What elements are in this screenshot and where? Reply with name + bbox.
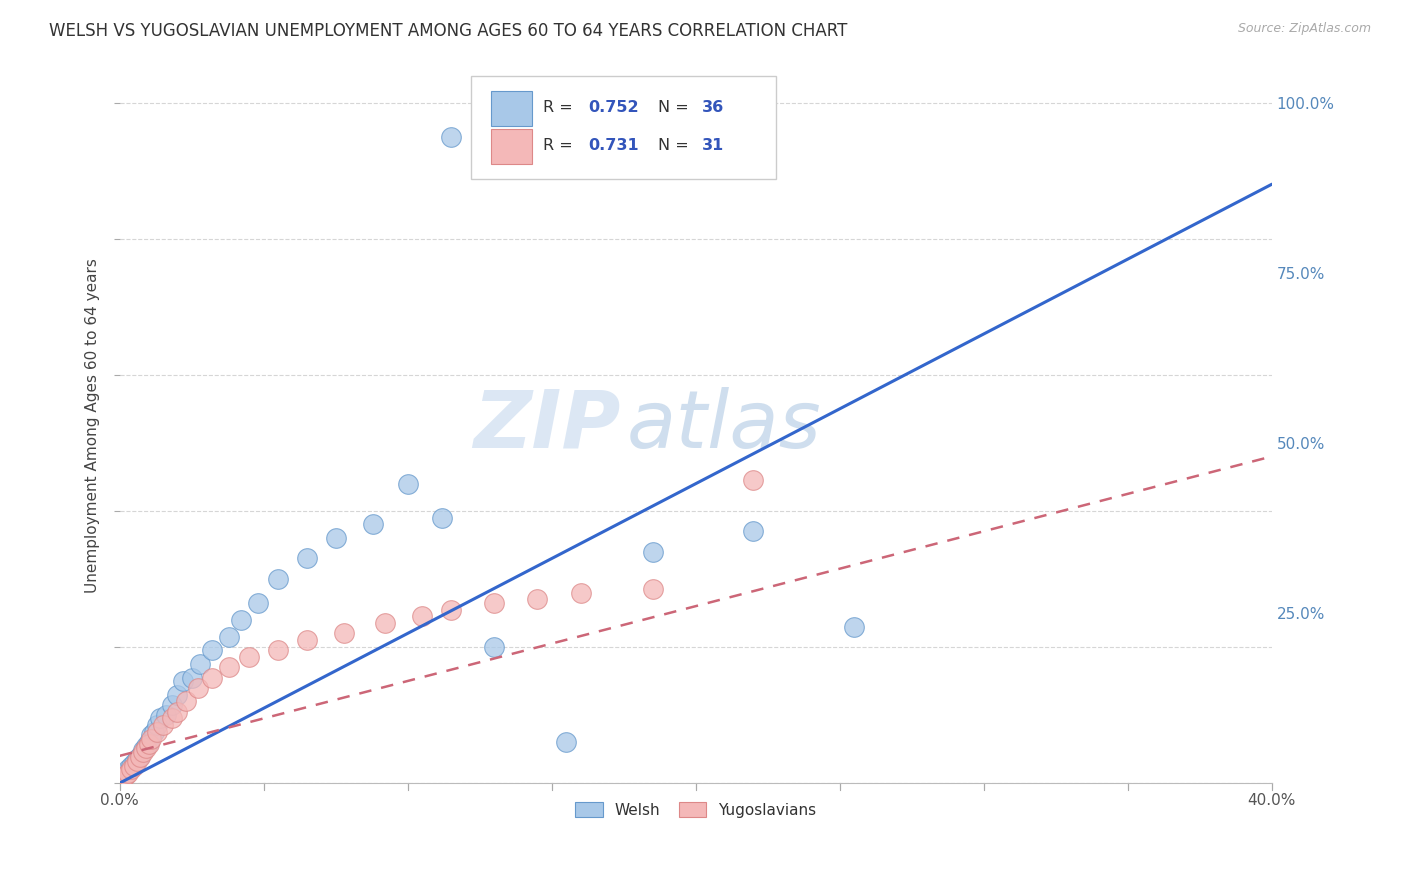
Text: R =: R = [543, 138, 572, 153]
Point [247, 596, 270, 610]
Point [125, 752, 148, 766]
Point [117, 765, 139, 780]
Point [267, 572, 290, 586]
Point [333, 626, 356, 640]
Point [641, 582, 664, 596]
Point [238, 650, 260, 665]
Text: WELSH VS YUGOSLAVIAN UNEMPLOYMENT AMONG AGES 60 TO 64 YEARS CORRELATION CHART: WELSH VS YUGOSLAVIAN UNEMPLOYMENT AMONG … [49, 22, 848, 40]
Text: N =: N = [658, 138, 689, 153]
Point [166, 705, 188, 719]
FancyBboxPatch shape [491, 129, 533, 163]
Point [120, 759, 142, 773]
Point [174, 694, 197, 708]
Point [482, 640, 505, 654]
Text: N =: N = [658, 100, 689, 115]
Point [138, 737, 160, 751]
Point [160, 711, 183, 725]
Point [641, 544, 664, 558]
Point [149, 711, 172, 725]
Point [411, 609, 433, 624]
Point [190, 657, 212, 671]
Point [155, 708, 177, 723]
Point [218, 660, 240, 674]
FancyBboxPatch shape [471, 76, 776, 179]
Point [396, 476, 419, 491]
Point [143, 725, 166, 739]
Point [141, 728, 163, 742]
Point [229, 613, 252, 627]
Point [295, 633, 318, 648]
Point [160, 698, 183, 712]
Point [111, 769, 134, 783]
Point [201, 671, 224, 685]
Point [122, 759, 145, 773]
Point [440, 602, 463, 616]
Point [141, 731, 163, 746]
Point [120, 763, 142, 777]
Legend: Welsh, Yugoslavians: Welsh, Yugoslavians [568, 794, 824, 825]
Point [201, 643, 224, 657]
Point [132, 743, 155, 757]
Text: 0.752: 0.752 [589, 100, 640, 115]
Point [440, 129, 463, 144]
Point [569, 585, 592, 599]
Point [267, 643, 290, 657]
Point [129, 750, 152, 764]
Point [114, 768, 136, 782]
Point [180, 671, 202, 685]
Text: Source: ZipAtlas.com: Source: ZipAtlas.com [1237, 22, 1371, 36]
Point [135, 740, 157, 755]
Point [295, 551, 318, 566]
Text: ZIP: ZIP [474, 387, 621, 465]
Point [135, 739, 157, 753]
Point [374, 616, 396, 631]
Text: 36: 36 [702, 100, 724, 115]
Point [432, 510, 454, 524]
Point [122, 756, 145, 770]
Point [482, 596, 505, 610]
Text: 0.731: 0.731 [589, 138, 640, 153]
Point [117, 763, 139, 777]
Point [172, 673, 194, 688]
Point [132, 746, 155, 760]
Point [125, 754, 148, 768]
Point [742, 524, 765, 539]
Point [361, 517, 384, 532]
Point [325, 531, 347, 545]
Text: R =: R = [543, 100, 572, 115]
Point [218, 630, 240, 644]
Point [844, 619, 866, 633]
FancyBboxPatch shape [491, 91, 533, 126]
Point [111, 771, 134, 785]
Point [114, 765, 136, 780]
Point [166, 688, 188, 702]
Point [186, 681, 208, 695]
Point [526, 592, 548, 607]
Point [146, 718, 169, 732]
Text: atlas: atlas [627, 387, 821, 465]
Point [146, 725, 169, 739]
Text: 31: 31 [702, 138, 724, 153]
Point [742, 473, 765, 487]
Point [138, 735, 160, 749]
Y-axis label: Unemployment Among Ages 60 to 64 years: Unemployment Among Ages 60 to 64 years [86, 259, 100, 593]
Point [129, 748, 152, 763]
Point [555, 735, 578, 749]
Point [152, 718, 174, 732]
